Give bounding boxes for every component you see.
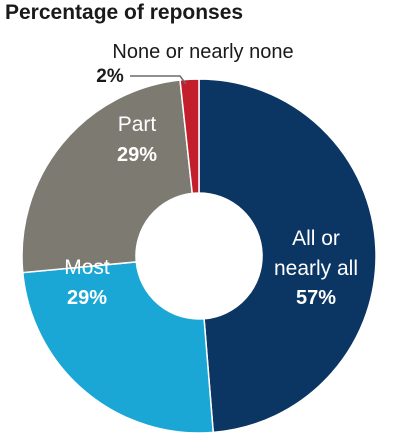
data-label-value: 2% xyxy=(96,66,124,87)
slice-most xyxy=(21,261,215,434)
slice-all-or-nearly-all xyxy=(198,78,377,434)
data-label-value: 57% xyxy=(296,287,336,309)
data-label-category: Part xyxy=(118,113,157,136)
data-label-value: 29% xyxy=(67,287,107,309)
leader-line xyxy=(130,75,187,85)
chart-title: Percentage of reponses xyxy=(5,1,244,24)
data-label-category: Most xyxy=(64,256,110,279)
slice-part xyxy=(21,79,194,274)
slice-none-or-nearly-none xyxy=(179,78,200,195)
data-label-value: 29% xyxy=(117,144,157,166)
data-label-category: nearly all xyxy=(274,257,358,280)
data-label-category: All or xyxy=(292,227,340,250)
data-label-category: None or nearly none xyxy=(112,41,293,63)
